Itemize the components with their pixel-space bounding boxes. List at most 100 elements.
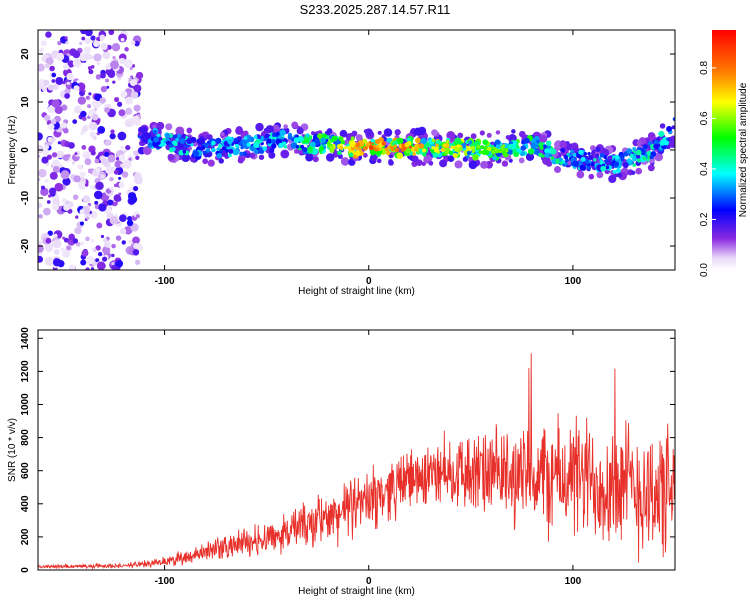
- spectrogram-ridge-cell: [240, 139, 246, 144]
- spectrogram-noise-cell: [92, 135, 97, 141]
- spectrogram-ridge-cell: [338, 136, 344, 142]
- spectrogram-noise-cell: [63, 64, 70, 71]
- spectrogram-ridge-cell: [494, 139, 501, 146]
- spectrogram-ridge-cell: [452, 153, 458, 159]
- spectrogram-halo-cell: [413, 127, 422, 136]
- spectrogram-ridge-cell: [279, 129, 286, 137]
- spectrogram-ridge-cell: [468, 140, 473, 145]
- spectrogram-noise-cell: [107, 70, 116, 78]
- spectrogram-noise-cell: [85, 267, 90, 270]
- spectrogram-noise-cell: [93, 190, 103, 200]
- spectrogram-ridge-cell: [466, 150, 472, 156]
- spectrogram-noise-cell: [40, 185, 46, 190]
- spectrogram-noise-cell: [125, 96, 134, 105]
- spectrogram-noise-cell: [100, 42, 108, 50]
- spectrogram-halo-cell: [505, 135, 511, 140]
- spectrogram-noise-cell: [38, 177, 41, 182]
- spectrogram-halo-cell: [189, 156, 196, 163]
- spectrogram-ridge-cell: [172, 147, 176, 152]
- spectrogram-noise-cell: [87, 104, 92, 109]
- spectrogram-noise-cell: [95, 74, 102, 80]
- spectrogram-ridge-cell: [172, 140, 177, 145]
- spectrogram-halo-cell: [431, 129, 438, 137]
- spectrogram-ridge-cell: [295, 145, 300, 149]
- spectrogram-peak-cell: [431, 146, 435, 150]
- spectrogram-noise-cell: [104, 107, 110, 113]
- spectrogram-halo-cell: [207, 159, 215, 167]
- spectrogram-noise-cell: [82, 150, 91, 160]
- spectrogram-xtick-label: 0: [366, 276, 372, 287]
- colorbar-tick-label: 0.8: [699, 61, 710, 75]
- spectrogram-noise-cell: [51, 152, 58, 158]
- spectrogram-ridge-cell: [234, 137, 239, 142]
- spectrogram-noise-cell: [86, 216, 90, 220]
- spectrogram-noise-cell: [110, 129, 115, 134]
- spectrogram-noise-cell: [125, 107, 133, 115]
- spectrogram-peak-cell: [486, 146, 492, 152]
- spectrogram-noise-cell: [109, 177, 114, 182]
- spectrogram-noise-cell: [64, 88, 71, 95]
- spectrogram-halo-cell: [595, 146, 601, 153]
- spectrogram-ridge-cell: [257, 135, 261, 139]
- spectrogram-noise-cell: [113, 169, 119, 175]
- spectrogram-halo-cell: [423, 156, 431, 164]
- spectrogram-noise-cell: [79, 41, 83, 45]
- spectrogram-noise-cell: [134, 259, 141, 265]
- spectrogram-noise-cell: [115, 157, 120, 161]
- spectrogram-noise-cell: [81, 36, 86, 41]
- colorbar-tick-label: 0.6: [699, 111, 710, 125]
- spectrogram-peak-cell: [339, 145, 344, 150]
- spectrogram-halo-cell: [310, 131, 316, 136]
- spectrogram-ridge-cell: [539, 145, 544, 150]
- spectrogram-ridge-cell: [192, 150, 200, 158]
- spectrogram-ridge-cell: [513, 151, 520, 158]
- spectrogram-noise-cell: [75, 215, 79, 219]
- spectrogram-ridge-cell: [564, 162, 568, 166]
- spectrogram-halo-cell: [470, 133, 477, 140]
- spectrogram-noise-cell: [133, 175, 143, 185]
- spectrogram-ridge-cell: [137, 131, 143, 137]
- spectrogram-peak-cell: [362, 146, 368, 151]
- spectrogram-noise-cell: [105, 78, 109, 83]
- spectrogram-halo-cell: [249, 152, 256, 159]
- spectrogram-noise-cell: [111, 43, 121, 52]
- spectrogram-ridge-cell: [331, 135, 338, 142]
- spectrogram-noise-cell: [85, 95, 90, 100]
- spectrogram-ridge-cell: [215, 137, 222, 144]
- spectrogram-halo-cell: [224, 154, 230, 159]
- spectrogram-noise-cell: [89, 213, 94, 218]
- spectrogram-noise-cell: [89, 132, 95, 138]
- spectrogram-ridge-cell: [153, 136, 159, 143]
- spectrogram-ridge-cell: [381, 141, 386, 146]
- spectrogram-ridge-cell: [302, 146, 308, 153]
- spectrogram-noise-cell: [68, 233, 76, 241]
- spectrogram-peak-cell: [498, 148, 503, 154]
- spectrogram-noise-cell: [135, 214, 140, 219]
- spectrogram-ridge-cell: [482, 139, 489, 145]
- spectrogram-ridge-cell: [580, 156, 586, 162]
- spectrogram-noise-cell: [39, 47, 44, 53]
- spectrogram-peak-cell: [418, 143, 425, 149]
- spectrogram-noise-cell: [41, 156, 49, 164]
- spectrogram-noise-cell: [40, 187, 49, 197]
- spectrogram-noise-cell: [107, 199, 114, 206]
- spectrogram-noise-cell: [47, 230, 53, 236]
- spectrogram-noise-cell: [127, 215, 133, 222]
- spectrogram-noise-cell: [38, 145, 44, 154]
- chart-title: S233.2025.287.14.57.R11: [299, 2, 451, 17]
- spectrogram-noise-cell: [106, 85, 110, 89]
- spectrogram-halo-cell: [218, 158, 224, 164]
- spectrogram-ridge-cell: [527, 148, 535, 155]
- spectrogram-noise-cell: [65, 79, 69, 83]
- spectrogram-ridge-cell: [479, 145, 484, 149]
- spectrogram-noise-cell: [123, 59, 133, 69]
- spectrogram-noise-cell: [49, 171, 58, 180]
- snr-ylabel: SNR (10 * v/v): [7, 418, 18, 482]
- spectrogram-ridge-cell: [304, 138, 310, 143]
- spectrogram-ridge-cell: [305, 133, 310, 138]
- spectrogram-noise-cell: [54, 105, 63, 115]
- spectrogram-noise-cell: [99, 97, 107, 104]
- spectrogram-noise-cell: [43, 207, 51, 216]
- spectrogram-halo-cell: [636, 140, 642, 146]
